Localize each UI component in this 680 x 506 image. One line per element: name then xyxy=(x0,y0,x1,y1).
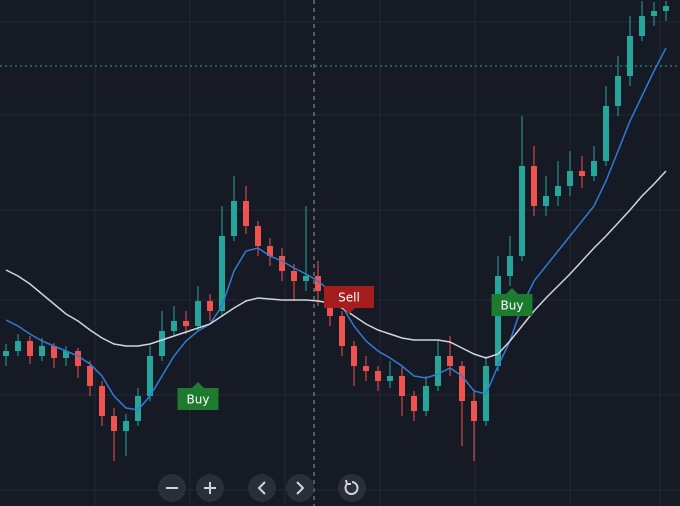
candle-body xyxy=(291,271,297,281)
candle-body xyxy=(411,396,417,411)
candle-body xyxy=(543,196,549,206)
candle-body xyxy=(339,316,345,346)
candle-body xyxy=(663,6,669,11)
signal-box xyxy=(491,288,533,316)
candle-body xyxy=(615,76,621,106)
candle-body xyxy=(111,416,117,431)
candle-body xyxy=(363,366,369,371)
candle-body xyxy=(123,421,129,431)
candle-body xyxy=(183,321,189,326)
candle-body xyxy=(651,11,657,16)
candle-body xyxy=(315,276,321,291)
candle-body xyxy=(243,201,249,226)
candle-body xyxy=(399,376,405,396)
candle-body xyxy=(135,396,141,421)
candle-body xyxy=(603,106,609,161)
candle-body xyxy=(555,186,561,196)
candle-body xyxy=(75,351,81,366)
signal-label: Buy xyxy=(177,382,219,410)
candle-body xyxy=(639,16,645,36)
candle-body xyxy=(627,36,633,76)
candle-body xyxy=(351,346,357,366)
signal-box xyxy=(177,382,219,410)
signal-text: Buy xyxy=(187,393,210,407)
candle-body xyxy=(267,246,273,256)
marks: Buy Sell Buy xyxy=(0,1,680,461)
candle-body xyxy=(435,356,441,386)
candle-body xyxy=(591,161,597,176)
candle-body xyxy=(219,236,225,311)
candle-body xyxy=(51,346,57,358)
candle-body xyxy=(3,351,9,356)
candle-body xyxy=(471,401,477,421)
candle-body xyxy=(27,341,33,356)
signal-text: Buy xyxy=(501,299,524,313)
candle-body xyxy=(495,276,501,366)
signal-text: Sell xyxy=(338,291,360,305)
candle-body xyxy=(147,356,153,396)
candle-body xyxy=(507,256,513,276)
candle-body xyxy=(279,256,285,271)
scroll-right-button[interactable] xyxy=(286,474,314,502)
candle-body xyxy=(231,201,237,236)
candle-body xyxy=(195,301,201,326)
candle-body xyxy=(99,386,105,416)
candle-body xyxy=(567,171,573,186)
signal-label: Buy xyxy=(491,288,533,316)
candle-body xyxy=(531,166,537,206)
candle-body xyxy=(303,276,309,281)
candle-body xyxy=(171,321,177,331)
toolbar xyxy=(158,474,366,502)
candle-body xyxy=(255,226,261,246)
candle-body xyxy=(387,376,393,381)
candle-body xyxy=(159,331,165,356)
scroll-left-button[interactable] xyxy=(248,474,276,502)
candle-body xyxy=(519,166,525,256)
zoom-out-button[interactable] xyxy=(158,474,186,502)
candle-body xyxy=(459,366,465,401)
candle-body xyxy=(447,356,453,366)
signal-box xyxy=(324,286,374,314)
signal-label: Sell xyxy=(324,286,374,314)
candle-body xyxy=(579,171,585,176)
candle-body xyxy=(87,366,93,386)
candle-body xyxy=(15,341,21,351)
zoom-in-button[interactable] xyxy=(196,474,224,502)
candle-body xyxy=(423,386,429,411)
reset-button[interactable] xyxy=(338,474,366,502)
candle-body xyxy=(207,301,213,311)
candle-body xyxy=(63,351,69,358)
candle-body xyxy=(375,371,381,381)
candle-body xyxy=(39,346,45,356)
